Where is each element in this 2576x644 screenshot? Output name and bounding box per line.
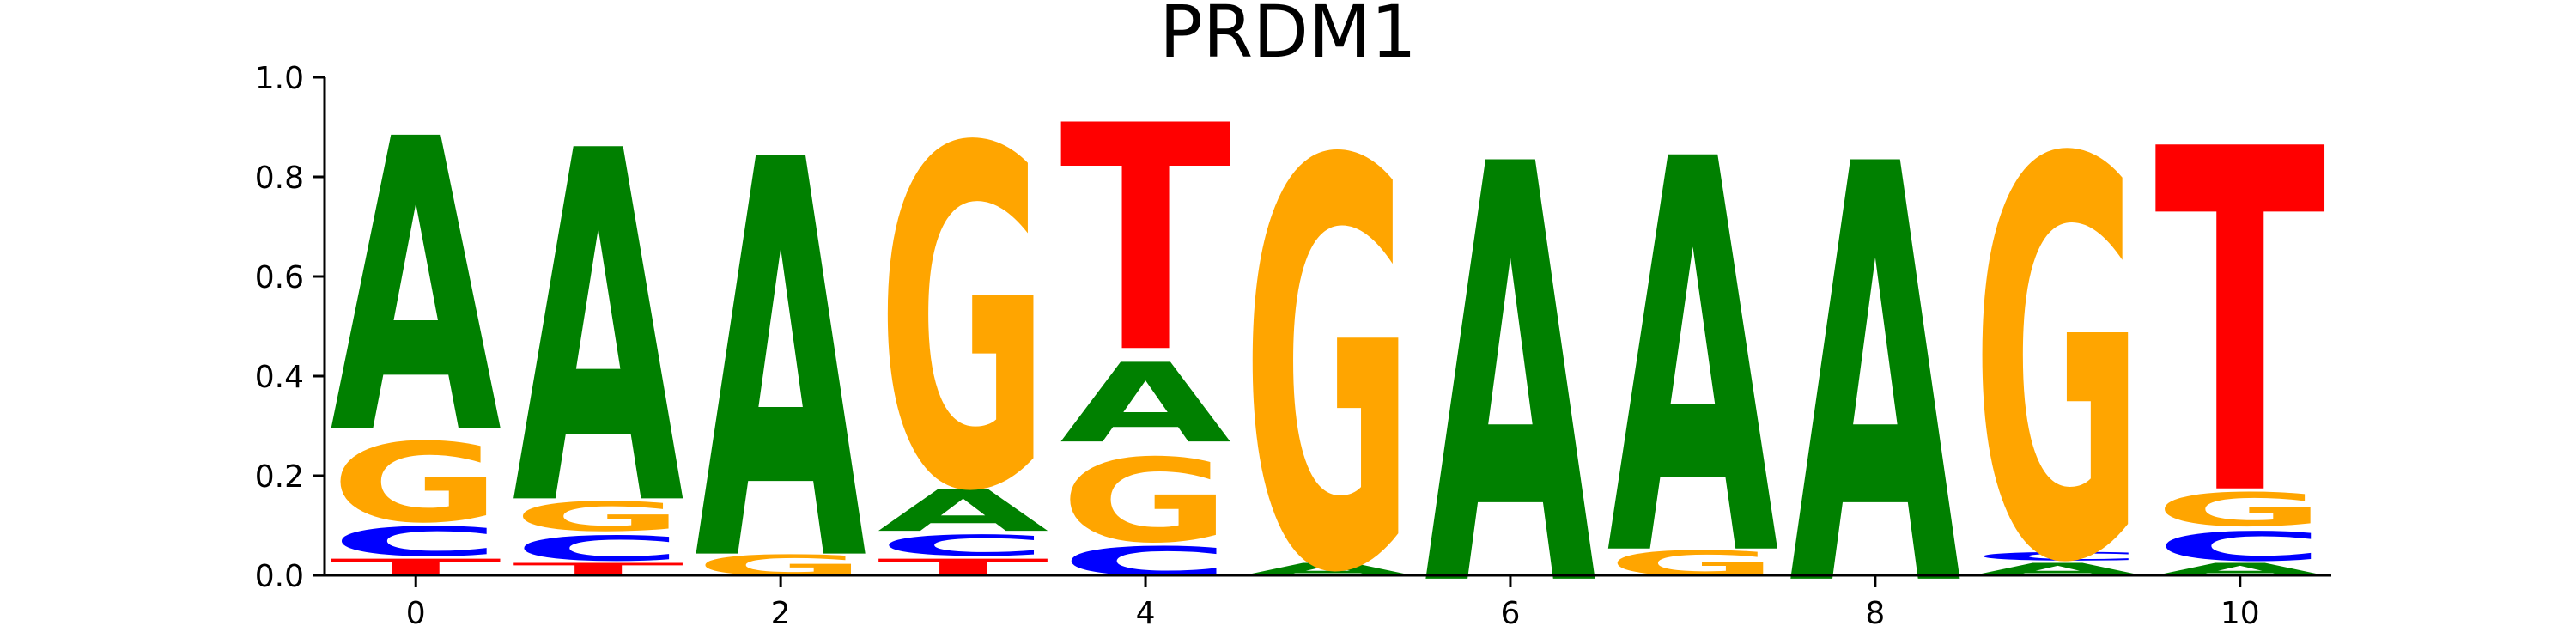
logo-letter-G-pos-3: G [878, 52, 1049, 594]
x-tick-label: 0 [406, 596, 426, 631]
logo-letter-G-pos-5: G [1242, 46, 1414, 644]
logo-letter-T-pos-4: T [1060, 60, 1232, 422]
logo-letter-A-pos-1: A [513, 52, 686, 613]
logo-letter-A-pos-8: A [1789, 45, 1963, 644]
y-tick-label: 0.8 [255, 161, 304, 196]
logo-letter-A-pos-2: A [695, 46, 868, 644]
logo-letter-A-pos-0: A [330, 56, 503, 524]
logo-letter-G-pos-9: G [1971, 46, 2143, 644]
y-tick-label: 0.0 [255, 559, 304, 594]
y-tick-label: 0.2 [255, 459, 304, 495]
logo-letter-A-pos-6: A [1425, 45, 1598, 644]
x-tick-label: 8 [1865, 596, 1885, 631]
x-tick-label: 6 [1501, 596, 1521, 631]
logo-letter-T-pos-10: T [2154, 50, 2327, 599]
y-tick-label: 0.4 [255, 360, 304, 395]
x-tick-label: 4 [1136, 596, 1156, 631]
y-tick-label: 1.0 [255, 61, 304, 96]
x-tick-label: 10 [2221, 596, 2260, 631]
logo-letter-A-pos-7: A [1607, 47, 1781, 644]
x-tick-label: 2 [771, 596, 791, 631]
y-tick-label: 0.6 [255, 260, 304, 295]
